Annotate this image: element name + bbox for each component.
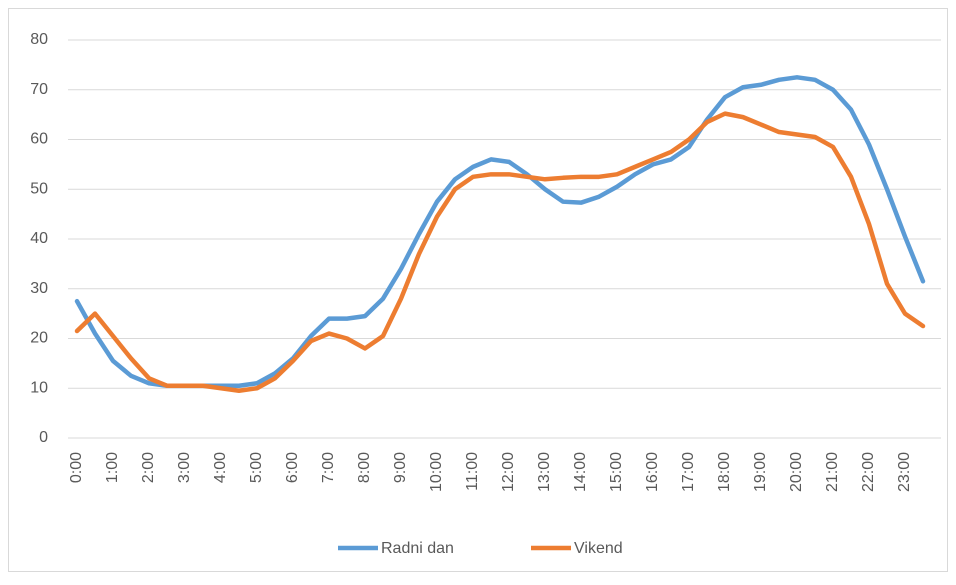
- x-tick-label: 13:00: [536, 452, 553, 492]
- x-tick-label: 12:00: [500, 452, 517, 492]
- x-tick-label: 4:00: [212, 452, 229, 483]
- x-tick-label: 16:00: [644, 452, 661, 492]
- x-tick-label: 7:00: [320, 452, 337, 483]
- y-tick-label: 80: [30, 31, 48, 48]
- x-tick-label: 2:00: [140, 452, 157, 483]
- series-line: [74, 111, 926, 393]
- x-tick-label: 9:00: [392, 452, 409, 483]
- y-tick-label: 70: [30, 81, 48, 98]
- legend-label: Radni dan: [381, 540, 454, 557]
- legend-label: Vikend: [574, 540, 623, 557]
- x-tick-label: 23:00: [896, 452, 913, 492]
- x-tick-label: 20:00: [788, 452, 805, 492]
- y-tick-label: 20: [30, 330, 48, 347]
- x-tick-label: 19:00: [752, 452, 769, 492]
- x-tick-label: 17:00: [680, 452, 697, 492]
- y-tick-label: 30: [30, 280, 48, 297]
- y-tick-label: 10: [30, 379, 48, 396]
- x-tick-label: 15:00: [608, 452, 625, 492]
- y-tick-label: 50: [30, 180, 48, 197]
- x-tick-label: 14:00: [572, 452, 589, 492]
- x-tick-label: 8:00: [356, 452, 373, 483]
- y-tick-label: 0: [39, 429, 48, 446]
- x-tick-label: 10:00: [428, 452, 445, 492]
- x-tick-label: 11:00: [464, 452, 481, 491]
- chart-border: [8, 8, 948, 572]
- x-tick-label: 6:00: [284, 452, 301, 483]
- x-tick-label: 1:00: [104, 452, 121, 483]
- x-tick-label: 22:00: [860, 452, 877, 492]
- y-tick-label: 40: [30, 230, 48, 247]
- x-tick-label: 5:00: [248, 452, 265, 483]
- x-tick-label: 3:00: [176, 452, 193, 483]
- x-tick-label: 18:00: [716, 452, 733, 492]
- y-tick-label: 60: [30, 131, 48, 148]
- x-tick-label: 21:00: [824, 452, 841, 492]
- x-tick-label: 0:00: [68, 452, 85, 483]
